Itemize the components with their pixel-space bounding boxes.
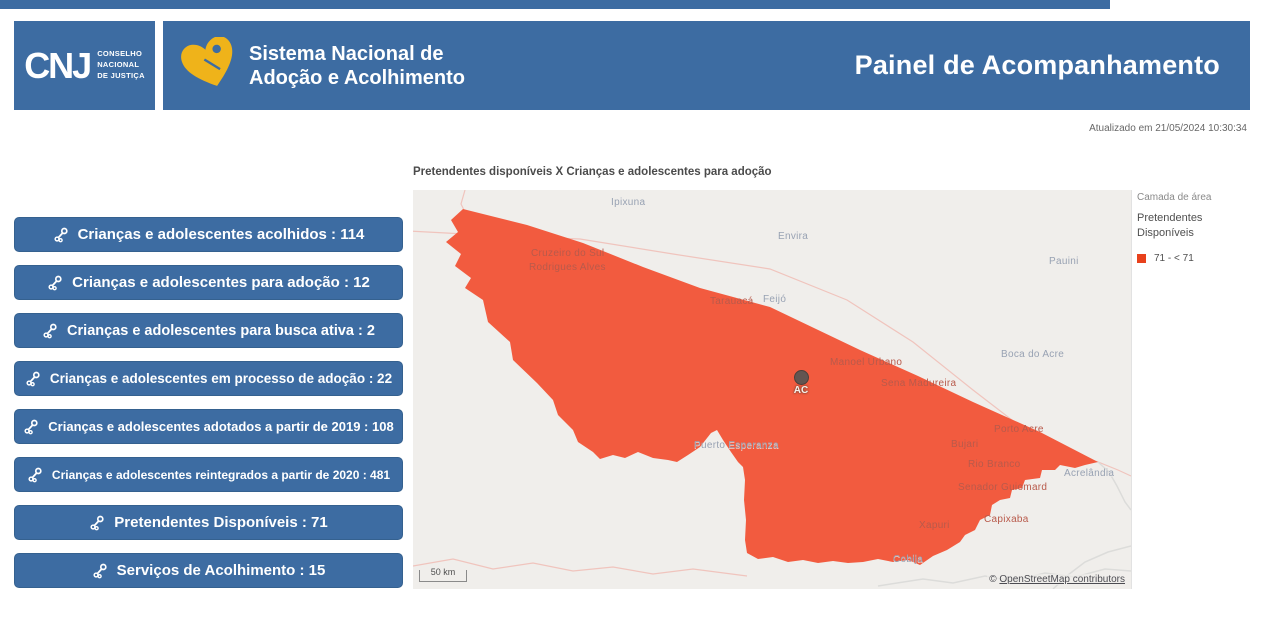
map-marker[interactable] — [794, 370, 809, 385]
cnj-acronym: CNJ — [24, 44, 92, 86]
child-icon — [90, 515, 104, 530]
kpi-label: Pretendentes Disponíveis : 71 — [114, 514, 328, 531]
child-icon — [28, 467, 42, 482]
legend-item-label: 71 - < 71 — [1154, 252, 1194, 264]
app-header: Sistema Nacional de Adoção e Acolhimento… — [163, 21, 1250, 110]
top-accent-strip — [0, 0, 1110, 9]
kpi-label: Crianças e adolescentes acolhidos : 114 — [77, 226, 365, 243]
map-label: Feijó — [763, 294, 787, 305]
legend-swatch — [1137, 253, 1146, 263]
kpi-label: Crianças e adolescentes reintegrados a p… — [51, 467, 391, 482]
child-icon — [48, 275, 62, 290]
child-icon — [43, 323, 57, 338]
kpi-button-servicos[interactable]: Serviços de Acolhimento : 15 — [14, 553, 403, 588]
page-title: Painel de Acompanhamento — [854, 50, 1220, 80]
map-label: Senador Guiomard — [958, 482, 1048, 493]
map-label: Acrelândia — [1064, 468, 1115, 479]
map-label: Puerto Esperanza — [694, 440, 779, 451]
child-icon — [26, 371, 40, 386]
map-label: Xapuri — [919, 520, 950, 531]
child-icon — [54, 227, 68, 242]
cnj-org-name: CONSELHO NACIONAL DE JUSTIÇA — [97, 49, 145, 80]
choropleth-map[interactable]: Ipixuna Envira Pauini Feijó Boca do Acre… — [413, 190, 1131, 589]
kpi-label: Crianças e adolescentes em processo de a… — [49, 371, 393, 386]
legend-layer-name: Pretendentes Disponíveis — [1137, 212, 1203, 239]
last-updated-text: Atualizado em 21/05/2024 10:30:34 — [1089, 123, 1247, 134]
map-label: Tarauacá — [710, 296, 754, 307]
osm-attribution-link[interactable]: OpenStreetMap contributors — [999, 574, 1125, 585]
map-label: Rio Branco — [968, 459, 1021, 470]
legend-divider — [1131, 190, 1132, 589]
map-label: Envira — [778, 231, 809, 242]
kpi-button-em-processo[interactable]: Crianças e adolescentes em processo de a… — [14, 361, 403, 396]
kpi-button-reintegrados[interactable]: Crianças e adolescentes reintegrados a p… — [14, 457, 403, 492]
map-label: Rodrigues Alves — [529, 262, 606, 273]
kpi-label: Serviços de Acolhimento : 15 — [116, 562, 326, 579]
child-icon — [93, 563, 107, 578]
map-label: Capixaba — [984, 514, 1029, 525]
kpi-button-adotados[interactable]: Crianças e adolescentes adotados a parti… — [14, 409, 403, 444]
map-scale-bar: 50 km — [419, 567, 467, 582]
kpi-button-pretendentes[interactable]: Pretendentes Disponíveis : 71 — [14, 505, 403, 540]
kpi-button-para-adocao[interactable]: Crianças e adolescentes para adoção : 12 — [14, 265, 403, 300]
kpi-label: Crianças e adolescentes adotados a parti… — [48, 419, 394, 434]
map-attribution: © OpenStreetMap contributors — [987, 574, 1127, 585]
map-title: Pretendentes disponíveis X Crianças e ad… — [413, 166, 772, 178]
map-label: Bujari — [951, 439, 979, 450]
child-icon — [24, 419, 38, 434]
map-label: Manoel Urbano — [830, 357, 903, 368]
heart-logo-icon — [179, 35, 241, 97]
system-title: Sistema Nacional de Adoção e Acolhimento — [249, 42, 465, 89]
map-marker-label: AC — [793, 385, 809, 396]
state-acre-region[interactable] — [446, 209, 1098, 565]
map-label: Cobija — [893, 554, 924, 565]
map-label: Sena Madureira — [881, 378, 957, 389]
map-label: Porto Acre — [994, 424, 1044, 435]
map-label: Ipixuna — [611, 197, 646, 208]
map-scale-label: 50 km — [430, 567, 456, 577]
map-legend: Camada de área Pretendentes Disponíveis … — [1137, 192, 1272, 264]
kpi-button-busca-ativa[interactable]: Crianças e adolescentes para busca ativa… — [14, 313, 403, 348]
kpi-button-acolhidos[interactable]: Crianças e adolescentes acolhidos : 114 — [14, 217, 403, 252]
cnj-logo: CNJ CONSELHO NACIONAL DE JUSTIÇA — [14, 21, 155, 110]
map-label: Cruzeiro do Sul — [531, 248, 605, 259]
map-label: Boca do Acre — [1001, 349, 1065, 360]
kpi-label: Crianças e adolescentes para busca ativa… — [67, 322, 375, 339]
kpi-label: Crianças e adolescentes para adoção : 12 — [72, 274, 370, 291]
legend-title: Camada de área — [1137, 192, 1212, 203]
map-label: Pauini — [1049, 256, 1079, 267]
map-canvas — [413, 190, 1131, 589]
legend-item: 71 - < 71 — [1137, 253, 1272, 264]
